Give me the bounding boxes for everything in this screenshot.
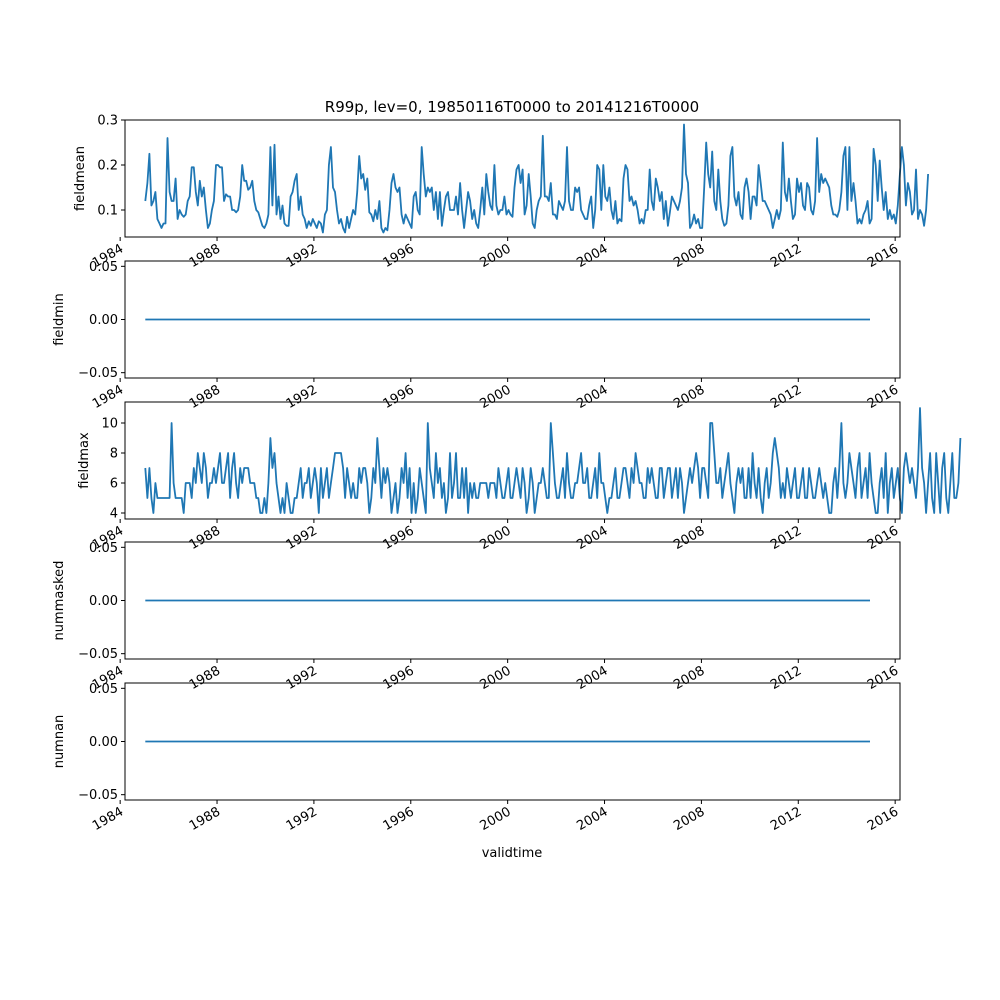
y-axis-label: nummasked (52, 561, 67, 641)
y-axis-label: fieldmax (77, 432, 92, 489)
y-tick-label: 0.2 (97, 159, 118, 174)
y-tick-label: 4 (110, 507, 118, 522)
y-axis-label: fieldmean (73, 146, 88, 211)
y-tick-label: −0.05 (78, 366, 118, 381)
y-axis-label: numnan (52, 715, 67, 769)
series-line-fieldmean (144, 123, 929, 234)
figure-title: R99p, lev=0, 19850116T0000 to 20141216T0… (325, 98, 699, 116)
y-axis-label: fieldmin (52, 293, 67, 346)
y-tick-label: 0.1 (97, 204, 118, 219)
axes-frame-fieldmax (124, 401, 901, 520)
axes-frame-fieldmean (124, 119, 901, 238)
y-tick-label: 0.00 (89, 313, 118, 328)
x-axis-label: validtime (482, 846, 543, 861)
y-tick-label: 10 (101, 417, 118, 432)
y-tick-label: −0.05 (78, 788, 118, 803)
y-tick-label: 0.3 (97, 114, 118, 129)
series-line-fieldmax (144, 407, 962, 514)
y-tick-label: 0.00 (89, 735, 118, 750)
y-tick-label: 8 (110, 447, 118, 462)
y-tick-label: 6 (110, 477, 118, 492)
y-tick-label: 0.00 (89, 594, 118, 609)
y-tick-label: 0.05 (89, 541, 118, 556)
y-tick-label: −0.05 (78, 647, 118, 662)
y-tick-label: 0.05 (89, 682, 118, 697)
y-tick-label: 0.05 (89, 260, 118, 275)
